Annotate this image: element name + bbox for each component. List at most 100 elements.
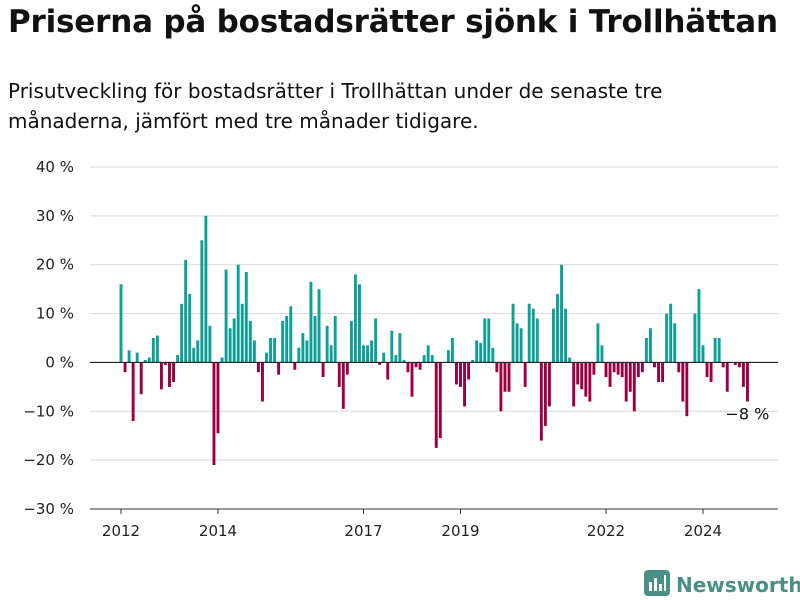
bar — [168, 362, 171, 387]
brand-name: Newsworthy — [676, 573, 800, 597]
bar — [123, 362, 127, 373]
bar — [552, 308, 555, 363]
bar — [697, 289, 701, 363]
bar — [402, 359, 406, 363]
bar — [737, 362, 741, 368]
bar — [313, 316, 317, 363]
bar — [164, 362, 167, 365]
bar — [507, 362, 511, 392]
bar — [620, 362, 624, 378]
bar — [733, 362, 737, 365]
bar — [184, 259, 188, 363]
x-tick-label: 2017 — [344, 522, 382, 540]
x-tick-label: 2012 — [102, 522, 140, 540]
y-tick-label: 0 % — [45, 353, 74, 371]
bar — [176, 355, 180, 363]
x-tick-label: 2014 — [199, 522, 237, 540]
bar — [560, 264, 563, 363]
bar — [285, 316, 289, 363]
bar — [487, 318, 491, 363]
bar — [475, 340, 479, 363]
bar — [155, 335, 159, 363]
chart-title: Priserna på bostadsrätter sjönk i Trollh… — [8, 4, 778, 40]
bar — [362, 345, 365, 363]
bar — [624, 362, 628, 402]
bar — [467, 362, 471, 380]
bar — [119, 284, 123, 363]
bar — [600, 345, 604, 363]
x-tick-label: 2024 — [684, 522, 722, 540]
bar — [693, 313, 697, 363]
bar — [519, 328, 523, 363]
bar — [386, 362, 390, 380]
bar — [374, 318, 378, 363]
bar — [269, 338, 272, 363]
bar — [366, 345, 369, 363]
y-tick-label: 30 % — [36, 207, 74, 225]
bar — [289, 306, 293, 363]
bar — [390, 330, 394, 363]
bar — [301, 333, 305, 363]
bar — [479, 342, 483, 363]
bar — [220, 357, 224, 363]
bar — [422, 355, 426, 363]
bar — [208, 325, 212, 363]
bar — [628, 362, 632, 392]
bar — [345, 362, 349, 375]
bar — [200, 240, 204, 363]
chart-subtitle: Prisutveckling för bostadsrätter i Troll… — [8, 79, 663, 133]
bar — [636, 362, 640, 378]
bar — [188, 294, 192, 363]
x-tick-label: 2019 — [441, 522, 479, 540]
bar — [382, 352, 386, 363]
bar — [572, 362, 576, 407]
bar — [568, 357, 572, 363]
bar — [463, 362, 466, 407]
bar — [661, 362, 665, 382]
bar — [265, 352, 268, 363]
bar — [709, 362, 713, 382]
bar — [341, 362, 345, 409]
bar — [321, 362, 325, 378]
bar — [297, 347, 301, 363]
bar — [252, 340, 256, 363]
bars — [119, 215, 749, 466]
bar — [685, 362, 689, 417]
bar — [398, 333, 402, 363]
bar — [333, 316, 337, 363]
bar — [410, 362, 414, 397]
bar — [580, 362, 584, 390]
bar — [657, 362, 660, 382]
bar — [216, 362, 220, 434]
bar — [741, 362, 745, 387]
last-value-label: −8 % — [725, 405, 769, 424]
bar — [414, 362, 418, 368]
bar — [159, 362, 163, 390]
bar — [644, 338, 648, 363]
bar — [406, 362, 410, 373]
bar — [499, 362, 503, 412]
bar — [717, 338, 721, 363]
bar — [204, 215, 208, 363]
bar — [483, 318, 487, 363]
bar — [273, 338, 277, 363]
bar — [608, 362, 612, 387]
bar — [681, 362, 685, 402]
bar — [450, 338, 454, 363]
bar — [588, 362, 592, 402]
bar — [139, 362, 143, 395]
bar — [418, 362, 422, 370]
bar — [511, 303, 515, 363]
bar — [616, 362, 620, 375]
bar — [325, 325, 329, 363]
bar — [244, 272, 248, 363]
y-tick-label: 10 % — [36, 305, 74, 323]
bar — [564, 308, 568, 363]
bar — [547, 362, 551, 407]
bar — [378, 362, 382, 365]
bar — [438, 362, 442, 439]
bar — [309, 281, 313, 363]
newsworthy-logo-icon — [644, 570, 670, 600]
bar — [426, 345, 430, 363]
bar — [434, 362, 438, 448]
